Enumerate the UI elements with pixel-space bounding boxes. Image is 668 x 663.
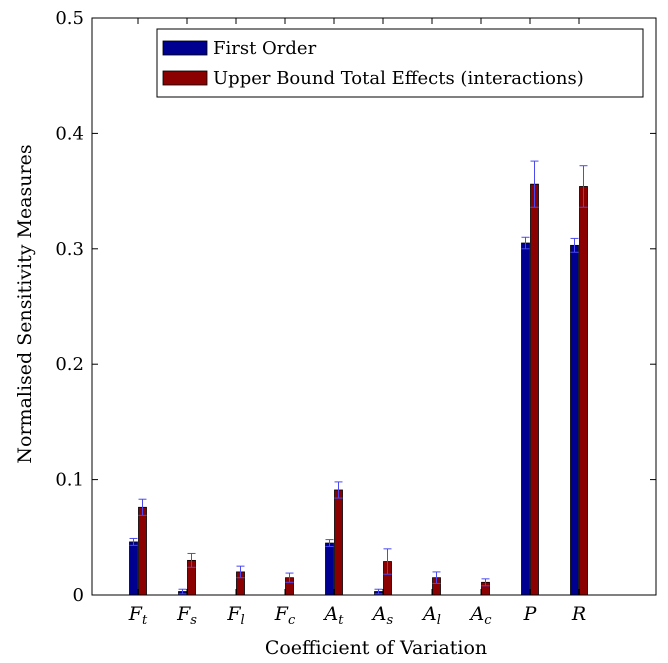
x-axis-title: Coefficient of Variation — [265, 637, 487, 659]
legend-swatch — [162, 70, 208, 86]
x-tick-label: Ft — [128, 603, 148, 628]
y-tick-label: 0.2 — [55, 354, 84, 375]
bar — [570, 244, 579, 596]
legend-label: First Order — [213, 38, 317, 59]
x-tick-label: Fl — [226, 603, 244, 628]
y-tick-label: 0.4 — [55, 123, 84, 144]
x-tick-label: R — [571, 603, 586, 625]
plot-area — [129, 160, 588, 596]
y-tick-label: 0.5 — [55, 8, 84, 29]
bar — [579, 186, 588, 596]
bar — [129, 541, 138, 596]
y-axis-title: Normalised Sensitivity Measures — [14, 144, 36, 463]
x-tick-label: As — [371, 603, 394, 628]
legend-label: Upper Bound Total Effects (interactions) — [213, 68, 584, 89]
bar — [334, 489, 343, 596]
bar — [530, 183, 539, 596]
y-tick-label: 0 — [73, 585, 84, 606]
x-tick-label: Ac — [468, 603, 492, 628]
legend: First Order Upper Bound Total Effects (in… — [156, 28, 644, 98]
legend-box — [156, 28, 644, 98]
bar — [138, 506, 147, 596]
x-tick-label: Al — [421, 603, 441, 628]
x-tick-label: P — [523, 603, 538, 625]
bar — [325, 542, 334, 596]
x-tick-label: Fc — [274, 603, 296, 628]
x-tick-label: Fs — [176, 603, 197, 628]
x-tick-label: At — [323, 603, 345, 628]
legend-swatch — [162, 40, 208, 56]
y-tick-label: 0.1 — [55, 470, 84, 491]
axes: 0 0.1 0.2 0.3 0.4 0.5 Ft Fs Fl Fc At As Al Ac P R — [55, 8, 657, 628]
y-tick-label: 0.3 — [55, 239, 84, 260]
axis-frame — [91, 17, 657, 596]
bar — [521, 242, 530, 596]
